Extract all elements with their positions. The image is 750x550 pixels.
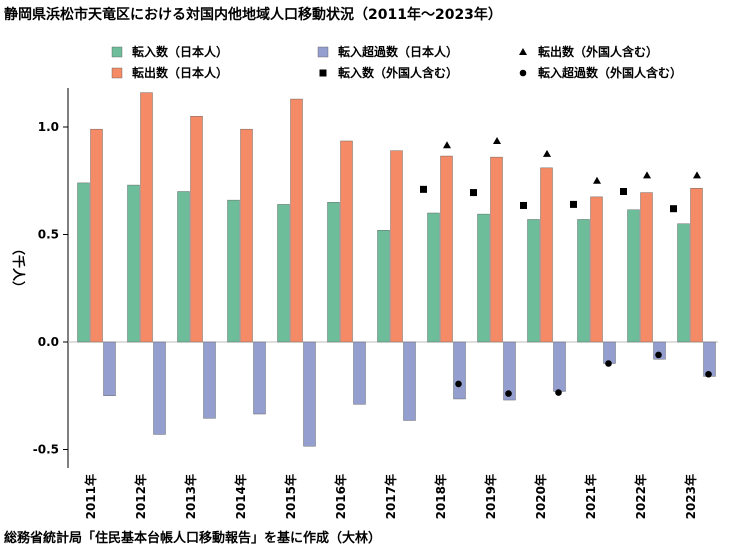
bar-net_japanese (553, 341, 566, 392)
x-tick-label: 2019年 (483, 474, 498, 519)
bar-net_japanese (153, 341, 166, 435)
marker-circle (705, 370, 712, 378)
x-tick-label: 2015年 (283, 474, 298, 519)
marker-square (520, 201, 527, 209)
bar-out_japanese (240, 128, 253, 343)
source-note: 総務省統計局「住民基本台帳人口移動報告」を基に作成（大林） (4, 531, 382, 546)
bar-in_japanese (327, 202, 340, 343)
bar-in_japanese (227, 199, 240, 343)
bar-in_japanese (127, 184, 140, 343)
marker-triangle (493, 136, 501, 144)
marker-circle (455, 380, 462, 388)
bar-out_japanese (290, 98, 303, 343)
bar-out_japanese (640, 192, 653, 343)
y-tick-label: 1.0 (38, 120, 59, 134)
x-tick-label: 2012年 (133, 474, 148, 519)
x-tick-label: 2013年 (183, 474, 198, 519)
chart-title: 静岡県浜松市天竜区における対国内他地域人口移動状況（2011年～2023年） (4, 7, 502, 23)
x-tick-label: 2023年 (683, 474, 698, 519)
marker-circle (655, 351, 662, 359)
x-tick-label: 2020年 (533, 474, 548, 519)
x-tick-label: 2016年 (333, 474, 348, 519)
legend-label: 転入超過数（日本人） (338, 44, 458, 59)
marker-circle (505, 390, 512, 397)
marker-square (420, 185, 427, 193)
bar-net_japanese (253, 341, 266, 415)
x-tick-label: 2017年 (383, 474, 398, 519)
bar-net_japanese (453, 341, 466, 400)
bar-out_japanese (90, 128, 103, 343)
marker-triangle (443, 141, 451, 149)
bar-out_japanese (190, 116, 203, 343)
legend-label: 転出数（日本人） (132, 65, 228, 80)
bar-out_japanese (340, 140, 353, 343)
bar-out_japanese (490, 156, 503, 343)
bar-out_japanese (140, 92, 153, 343)
bar-net_japanese (403, 341, 416, 421)
bar-in_japanese (527, 219, 540, 343)
legend-label: 転入超過数（外国人含む） (538, 65, 682, 80)
y-tick-label: 0.0 (38, 335, 59, 349)
x-tick-label: 2021年 (583, 474, 598, 519)
bar-out_japanese (590, 196, 603, 343)
bar-out_japanese (390, 150, 403, 343)
x-tick-label: 2011年 (83, 474, 98, 519)
marker-triangle (543, 149, 551, 157)
x-tick-label: 2014年 (233, 474, 248, 519)
bar-out_japanese (690, 188, 703, 343)
marker-triangle (643, 171, 651, 179)
bar-in_japanese (77, 182, 90, 343)
legend-marker-square (319, 69, 327, 77)
marker-triangle (693, 171, 701, 179)
y-axis-label: （千人） (10, 242, 26, 294)
legend-marker-triangle (519, 48, 527, 55)
bar-net_japanese (353, 341, 366, 405)
bar-in_japanese (477, 213, 490, 343)
bar-in_japanese (177, 191, 190, 343)
marker-square (620, 188, 627, 195)
x-tick-label: 2018年 (433, 474, 448, 519)
legend-swatch-net_japanese (317, 46, 329, 58)
bar-out_japanese (440, 155, 453, 343)
legend-label: 転入数（日本人） (132, 44, 228, 59)
bar-out_japanese (540, 167, 553, 343)
legend-label: 転入数（外国人含む） (338, 65, 458, 80)
x-tick-label: 2022年 (633, 474, 648, 519)
bar-in_japanese (277, 204, 290, 343)
legend-swatch-in_japanese (111, 46, 123, 58)
bar-in_japanese (427, 212, 440, 343)
legend-marker-circle (519, 69, 527, 77)
y-tick-label: 0.5 (38, 228, 59, 242)
marker-square (470, 189, 477, 197)
bar-net_japanese (303, 341, 316, 447)
bar-in_japanese (627, 209, 640, 343)
marker-triangle (593, 176, 601, 184)
legend-swatch-out_japanese (111, 67, 123, 79)
legend-label: 転出数（外国人含む） (538, 44, 658, 59)
y-tick-label: -0.5 (33, 443, 59, 457)
bar-net_japanese (103, 341, 116, 396)
marker-circle (605, 360, 612, 367)
bar-net_japanese (203, 341, 216, 419)
bar-in_japanese (377, 229, 390, 343)
bar-in_japanese (677, 223, 690, 343)
bar-net_japanese (603, 341, 616, 364)
marker-circle (555, 389, 562, 396)
bar-net_japanese (503, 341, 516, 401)
marker-square (570, 200, 577, 208)
bar-in_japanese (577, 219, 590, 343)
marker-square (670, 205, 677, 213)
